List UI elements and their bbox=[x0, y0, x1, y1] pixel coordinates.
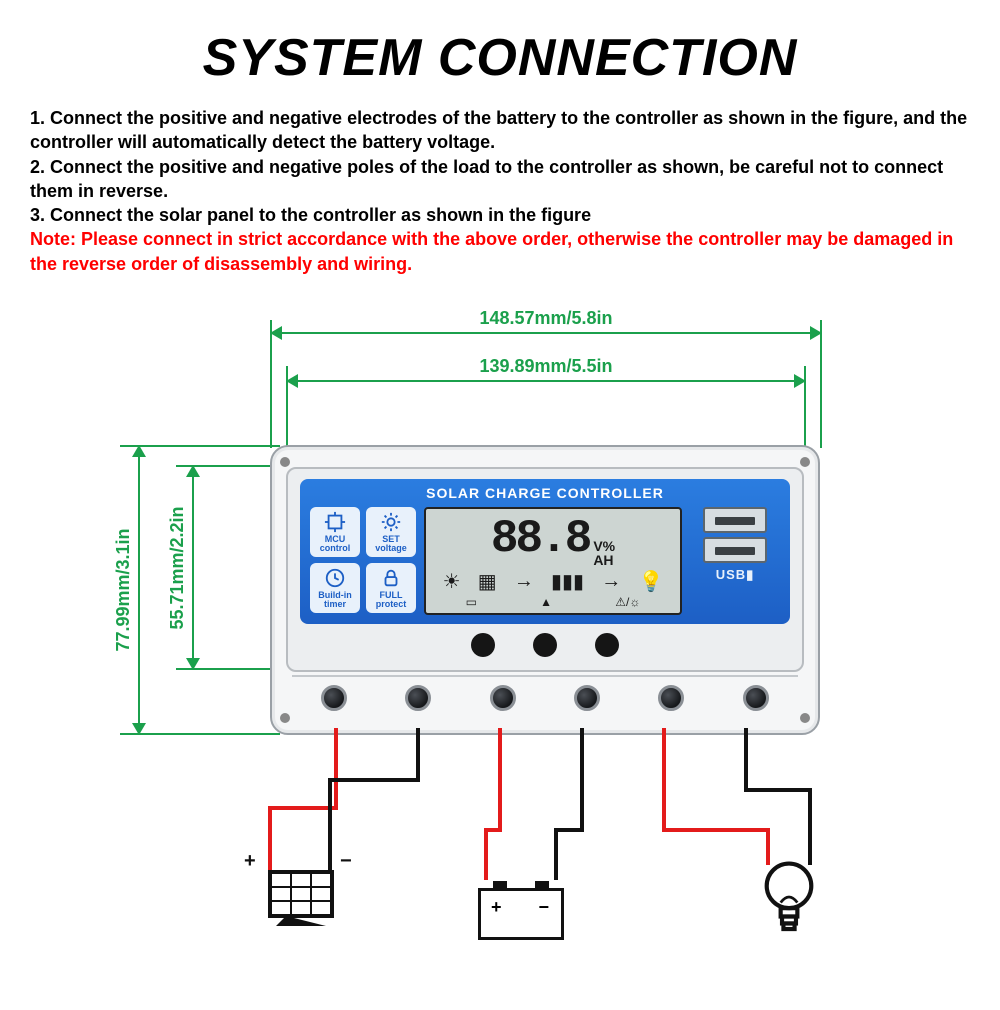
load-bulb-icon bbox=[760, 858, 818, 941]
page-title: SYSTEM CONNECTION bbox=[0, 0, 1000, 88]
step-2: 2. Connect the positive and negative pol… bbox=[30, 155, 970, 204]
solar-panel-icon bbox=[268, 870, 334, 926]
warning-note: Note: Please connect in strict accordanc… bbox=[30, 227, 970, 276]
step-3: 3. Connect the solar panel to the contro… bbox=[30, 203, 970, 227]
battery-icon: + − bbox=[478, 888, 564, 940]
connection-diagram: 148.57mm/5.8in 139.89mm/5.5in 77.99mm/3.… bbox=[0, 310, 1000, 1000]
solar-pos-label: + bbox=[244, 850, 256, 873]
instructions-block: 1. Connect the positive and negative ele… bbox=[0, 88, 1000, 276]
solar-neg-label: − bbox=[340, 850, 352, 873]
step-1: 1. Connect the positive and negative ele… bbox=[30, 106, 970, 155]
